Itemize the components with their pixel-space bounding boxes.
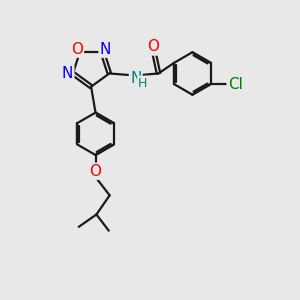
Text: Cl: Cl — [228, 76, 243, 92]
Text: O: O — [71, 42, 83, 57]
Text: N: N — [62, 66, 73, 81]
Text: O: O — [89, 164, 101, 179]
Text: O: O — [148, 40, 160, 55]
Text: H: H — [138, 77, 148, 90]
Text: N: N — [100, 42, 111, 57]
Text: N: N — [130, 71, 142, 86]
